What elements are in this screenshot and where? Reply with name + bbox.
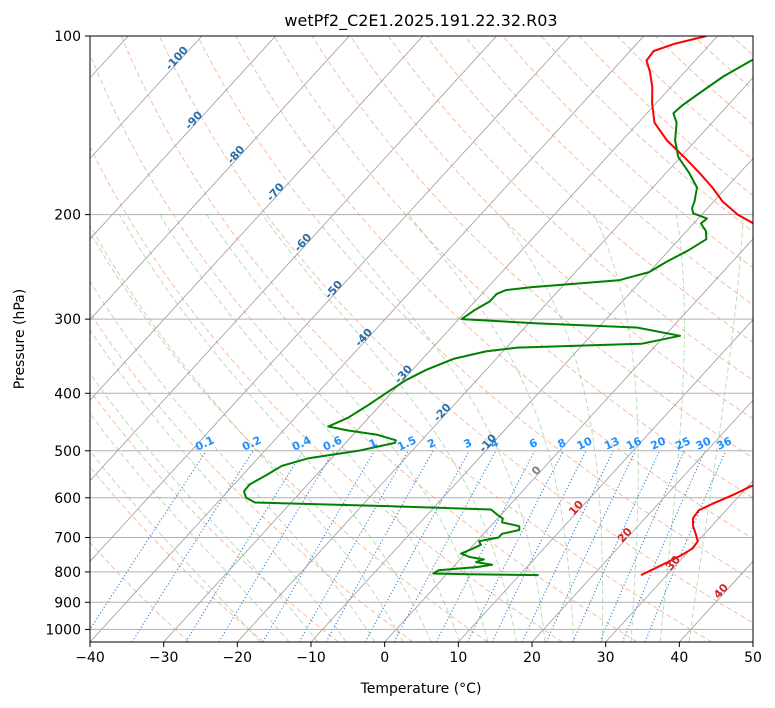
- isotherm-line: [90, 36, 203, 160]
- x-axis: −40 −30 −20 −10 0 10 20 30 40 50: [75, 642, 762, 666]
- dry-adiabat: [197, 36, 753, 581]
- isotherm-line: [90, 36, 571, 562]
- isotherm-line: [458, 319, 753, 642]
- moist-adiabat: [688, 214, 744, 642]
- x-tick-label: 0: [380, 650, 389, 666]
- isotherm-line: [237, 77, 753, 642]
- mixing-ratio-label: 25: [673, 435, 692, 453]
- skewed-isotherms: [90, 36, 753, 642]
- x-tick-label: 50: [744, 650, 762, 666]
- y-tick-label: 100: [54, 29, 81, 45]
- mixing-ratio-line: [262, 450, 376, 642]
- mixing-ratio-line: [393, 450, 497, 642]
- y-tick-label: 1000: [45, 622, 81, 638]
- mixing-ratio-line: [621, 450, 706, 642]
- plot-frame: [89, 35, 754, 643]
- mixing-ratio-line: [545, 450, 636, 642]
- y-tick-label: 500: [54, 444, 81, 460]
- y-tick-label: 300: [54, 312, 81, 328]
- mixing-ratio-label: 30: [694, 434, 714, 452]
- moist-adiabat: [90, 224, 404, 642]
- moist-adiabat: [593, 214, 639, 642]
- x-tick-label: −40: [75, 650, 105, 666]
- profile-series: [243, 36, 753, 577]
- mixing-ratio-line: [131, 450, 254, 642]
- dry-adiabat: [158, 36, 753, 624]
- dry-adiabat: [120, 36, 712, 642]
- x-tick-label: 20: [523, 650, 541, 666]
- moist-adiabat: [159, 214, 461, 642]
- isotherm-line: [531, 399, 753, 642]
- moist-adiabat: [90, 450, 261, 642]
- mixing-ratio-line: [521, 450, 614, 642]
- isotherm-line: [163, 36, 718, 642]
- x-tick-label: −10: [296, 650, 326, 666]
- isotherm-line: [90, 36, 276, 240]
- dewpoint-profile-line: [243, 58, 753, 577]
- y-tick-label: 700: [54, 531, 81, 547]
- mixing-ratio-line: [298, 450, 409, 642]
- dry-adiabat: [90, 145, 563, 642]
- moist-adiabat: [90, 329, 347, 642]
- x-tick-label: −20: [223, 650, 253, 666]
- mixing-ratio-lines: [90, 450, 727, 642]
- x-tick-label: 40: [670, 650, 688, 666]
- dry-adiabat: [426, 36, 753, 343]
- moist-adiabat: [408, 214, 575, 642]
- moist-adiabat: [90, 280, 376, 642]
- mixing-ratio-label: 10: [575, 434, 595, 452]
- moist-adiabat: [90, 412, 290, 642]
- dry-adiabat: [311, 36, 753, 459]
- mixing-ratio-line: [325, 450, 434, 642]
- y-tick-label: 900: [54, 595, 81, 611]
- mixing-ratio-line: [185, 450, 304, 642]
- mixing-ratio-line: [599, 450, 685, 642]
- isotherm-line: [90, 36, 424, 401]
- isotherm-line: [90, 36, 645, 642]
- x-tick-label: 10: [449, 650, 467, 666]
- mixing-ratio-label: 16: [624, 434, 644, 452]
- mixing-ratio-line: [364, 450, 470, 642]
- isotherm-line: [90, 36, 497, 482]
- moist-adiabat: [328, 214, 546, 642]
- temperature-profile-line: [640, 36, 753, 577]
- y-tick-label: 600: [54, 491, 81, 507]
- moist-adiabat: [90, 372, 319, 642]
- mixing-ratio-line: [572, 450, 661, 642]
- moist-adiabat: [499, 214, 604, 642]
- dry-adiabat: [273, 36, 753, 499]
- mixing-ratio-line: [90, 450, 207, 631]
- mixing-ratio-label: 13: [602, 435, 621, 453]
- y-tick-label: 200: [54, 208, 81, 224]
- pressure-gridlines: [90, 36, 753, 630]
- isotherm-line: [90, 36, 350, 321]
- y-tick-label: 400: [54, 386, 81, 402]
- chart-title: wetPf2_C2E1.2025.191.22.32.R03: [284, 11, 557, 31]
- x-axis-title: Temperature (°C): [360, 681, 482, 697]
- mixing-ratio-label: 36: [715, 434, 735, 452]
- moist-adiabat: [659, 214, 685, 642]
- y-axis-title: Pressure (hPa): [12, 289, 28, 389]
- isotherm-line: [310, 157, 753, 642]
- mixing-ratio-line: [218, 450, 335, 642]
- mixing-ratio-line: [644, 450, 727, 642]
- x-tick-label: 30: [597, 650, 615, 666]
- y-tick-label: 800: [54, 565, 81, 581]
- x-tick-label: −30: [149, 650, 179, 666]
- y-axis: 100 200 300 400 500 600 700 800 900 1000: [45, 29, 90, 638]
- dry-adiabat: [90, 312, 414, 642]
- mixing-ratio-label: 20: [649, 434, 669, 452]
